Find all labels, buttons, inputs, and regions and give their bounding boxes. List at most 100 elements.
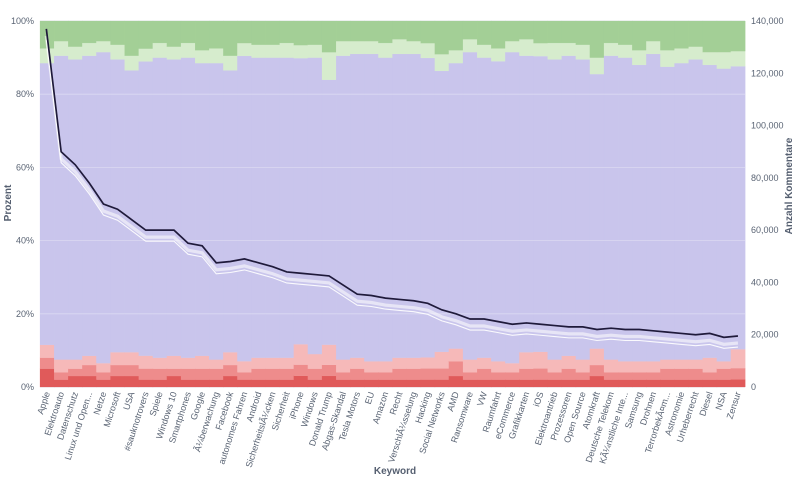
bar-segment (223, 375, 238, 388)
bar-segment (730, 51, 746, 67)
bar-segment (660, 368, 675, 380)
bar-segment (448, 375, 464, 388)
bar-segment (237, 42, 252, 57)
bar-segment (505, 363, 520, 373)
x-tick-label: iOS (531, 391, 545, 408)
bar-segment (180, 57, 196, 358)
bar-segment (477, 357, 492, 369)
bar-segment (603, 372, 619, 380)
bar-segment (477, 44, 492, 58)
bar-segment (406, 357, 422, 369)
y2-axis-title: Anzahl Kommentare (784, 137, 795, 234)
bar-segment (632, 372, 647, 380)
bar-segment (617, 361, 633, 373)
bar-segment (209, 20, 224, 49)
bar-segment (82, 42, 97, 56)
bar-segment (53, 20, 69, 42)
bar-segment (293, 364, 309, 376)
y-axis-ticks: 0% 20% 40% 60% 80% 100% (11, 16, 34, 392)
bar-segment (195, 368, 210, 380)
bar-segment (336, 379, 351, 388)
bar-segment (110, 20, 125, 45)
bar-segment (491, 61, 506, 362)
bar-segment (223, 70, 238, 353)
bar-segment (209, 359, 224, 369)
bar-segment (251, 20, 266, 45)
bar-segment (392, 39, 407, 55)
bar-segment (364, 361, 379, 373)
bar-segment (265, 20, 281, 45)
bar-segment (617, 57, 633, 362)
bar-segment (392, 53, 407, 358)
bar-segment (589, 73, 605, 349)
bar-segment (505, 372, 520, 380)
bar-segment (674, 62, 689, 360)
bar-segment (561, 20, 577, 44)
bar-segment (547, 359, 563, 373)
bar-segment (307, 368, 323, 380)
bar-segment (350, 368, 365, 380)
bar-segment (39, 357, 55, 369)
bar-segment (547, 379, 563, 388)
bar-segment (448, 50, 464, 64)
bar-segment (589, 375, 605, 388)
bar-segment (533, 368, 548, 380)
bar-segment (477, 379, 492, 388)
bar-segment (434, 379, 450, 388)
bar-segment (223, 55, 238, 71)
bar-segment (166, 46, 182, 60)
bar-segment (53, 359, 69, 373)
bar-segment (378, 379, 393, 388)
bar-segment (68, 20, 83, 47)
x-tick-label: EU (363, 391, 376, 406)
bar-segment (716, 368, 732, 380)
bar-segment (589, 20, 605, 58)
bar-segment (589, 364, 605, 377)
y2-tick-label: 20,000 (751, 330, 779, 340)
bar-segment (688, 46, 704, 60)
bar-segment (96, 20, 111, 42)
y2-tick-label: 140,000 (751, 16, 784, 26)
bar-segment (462, 372, 478, 380)
bar-segment (237, 361, 252, 373)
bar-segment (166, 355, 182, 369)
bar-segment (209, 379, 224, 388)
bar-segment (603, 20, 619, 44)
bar-segment (39, 368, 55, 388)
bar-segment (406, 41, 422, 55)
bar-segment (392, 20, 407, 40)
bar-segment (406, 368, 422, 380)
bar-segment (702, 357, 718, 373)
bar-segment (265, 379, 281, 388)
bar-segment (477, 368, 492, 380)
bar-segment (632, 64, 647, 362)
bar-segment (575, 44, 591, 60)
bar-segment (364, 372, 379, 380)
bar-segment (477, 20, 492, 45)
bar-segment (265, 368, 281, 380)
bar-segment (138, 48, 154, 62)
bar-segment (152, 42, 168, 58)
bar-segment (448, 62, 464, 349)
bar-segment (279, 379, 295, 388)
bar-segment (646, 361, 661, 373)
bar-segment (321, 52, 337, 80)
bar-segment (702, 52, 718, 66)
x-tick-label: USA (121, 391, 136, 412)
bar-segment (547, 59, 563, 360)
bar-segment (82, 20, 97, 44)
bar-segment (716, 20, 732, 53)
bar-segment (462, 379, 478, 388)
bar-segment (434, 368, 450, 380)
bar-segment (124, 55, 140, 71)
bar-segment (321, 79, 337, 345)
bar-segment (575, 20, 591, 45)
bar-segment (321, 364, 337, 377)
bar-segment (674, 48, 689, 64)
bar-segment (533, 43, 548, 57)
bar-segment (293, 20, 309, 46)
bar-segment (152, 368, 168, 380)
bar-segment (716, 361, 732, 369)
bar-segment (491, 48, 506, 62)
